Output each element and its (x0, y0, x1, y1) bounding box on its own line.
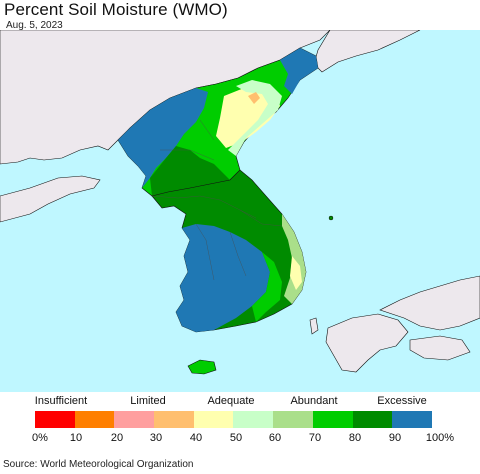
legend-swatch-9 (392, 411, 432, 428)
japan-honshu (379, 275, 480, 331)
tick-70: 70 (308, 432, 322, 444)
legend-limited: Limited (130, 395, 166, 407)
legend-insufficient: Insufficient (34, 395, 88, 407)
legend-excessive: Excessive (377, 395, 427, 407)
japan-kyushu (325, 313, 409, 373)
map-title: Percent Soil Moisture (WMO) (4, 0, 228, 19)
tick-40: 40 (189, 432, 203, 444)
nk-orange-spot (248, 92, 260, 104)
soil-moisture-map (0, 30, 480, 392)
province-borders (151, 119, 283, 281)
tick-90: 90 (388, 432, 402, 444)
legend-adequate: Adequate (207, 395, 255, 407)
legend-swatch-1 (74, 411, 115, 428)
source-credit: Source: World Meteorological Organizatio… (3, 459, 194, 470)
map-date: Aug. 5, 2023 (6, 20, 63, 31)
legend-swatch-8 (352, 411, 393, 428)
legend-swatch-6 (273, 411, 313, 428)
tick-80: 80 (348, 432, 362, 444)
sk-east-coast-dry (290, 256, 302, 290)
legend-ticks: 0% 10 20 30 40 50 60 70 80 90 100% (0, 432, 480, 446)
tick-100: 100% (425, 432, 455, 444)
tick-0: 0% (32, 432, 48, 444)
japan-shikoku (409, 335, 471, 361)
jeju-island (187, 359, 217, 375)
legend-swatch-0 (35, 411, 75, 428)
legend-swatch-7 (312, 411, 353, 428)
sk-transition (252, 252, 282, 322)
ulleung-island (328, 215, 334, 221)
shandong-land (0, 175, 101, 223)
nk-dry-interior (216, 86, 280, 148)
tick-60: 60 (268, 432, 282, 444)
tick-10: 10 (69, 432, 83, 444)
nk-dark-green (150, 146, 230, 196)
tick-30: 30 (149, 432, 163, 444)
legend-swatch-4 (193, 411, 234, 428)
tsushima-island (309, 317, 319, 335)
tick-50: 50 (229, 432, 243, 444)
legend-swatch-5 (233, 411, 274, 428)
legend-swatch-2 (114, 411, 155, 428)
nk-west-wet (118, 88, 208, 188)
nk-northeast-wet (280, 48, 318, 94)
tick-20: 20 (110, 432, 124, 444)
legend-swatch-3 (154, 411, 194, 428)
sk-southwest-wet (176, 224, 270, 332)
legend-abundant: Abundant (290, 395, 338, 407)
legend-category-labels: Insufficient Limited Adequate Abundant E… (0, 395, 480, 409)
legend-color-bar (35, 411, 432, 428)
nk-light-green (228, 80, 282, 156)
